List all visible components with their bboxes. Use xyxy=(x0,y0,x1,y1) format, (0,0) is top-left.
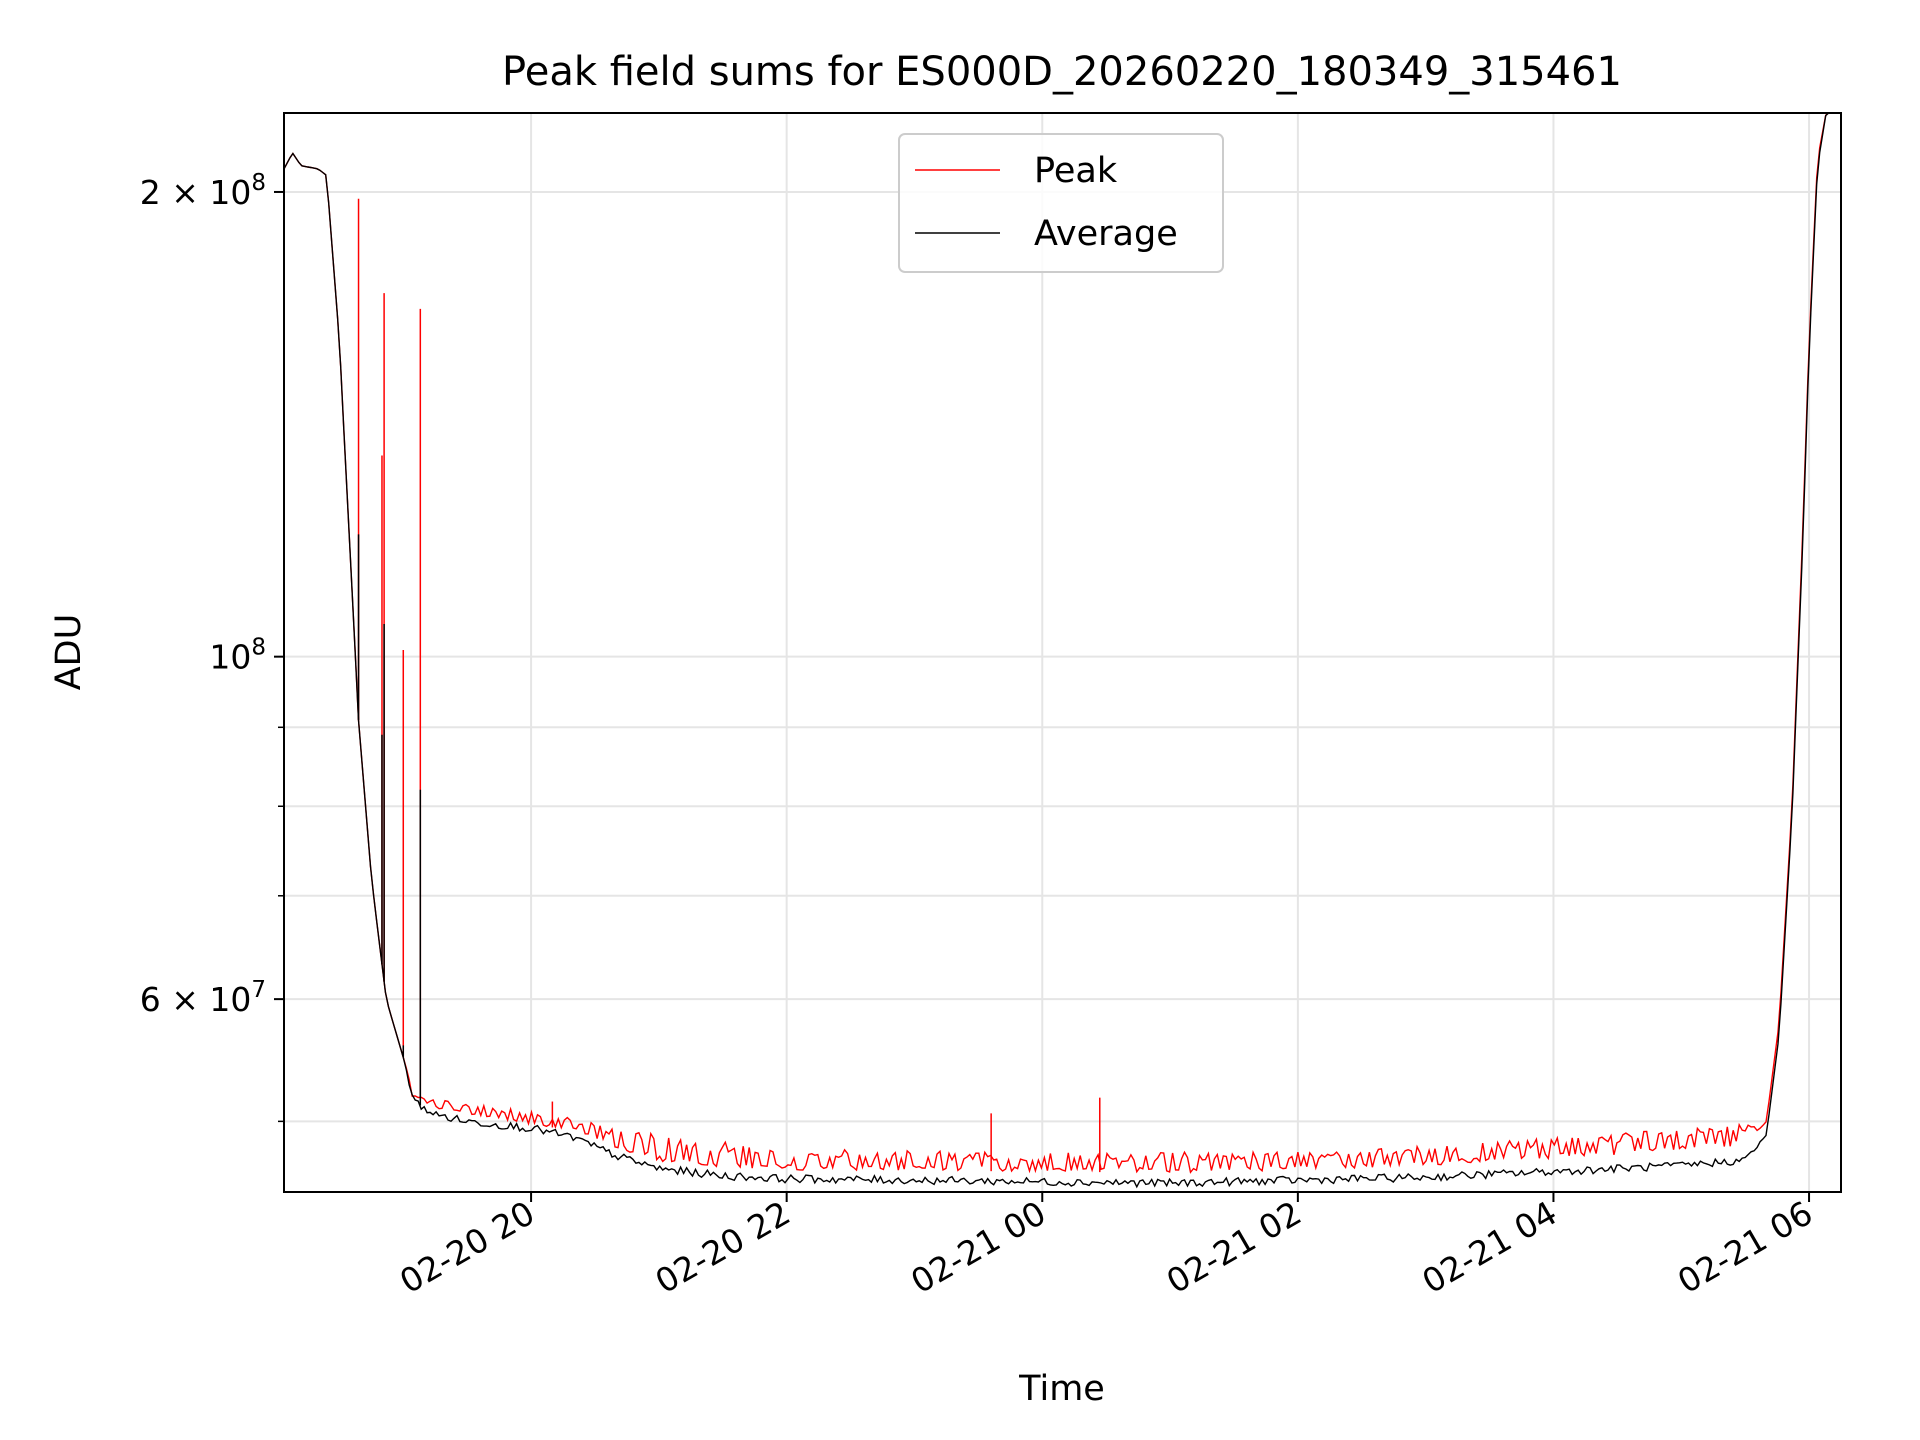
legend-average-label: Average xyxy=(1034,214,1178,254)
grid xyxy=(284,113,1841,1192)
average-series-line xyxy=(283,112,1841,1189)
legend-box xyxy=(898,133,1224,273)
plot-area xyxy=(283,112,1841,1189)
y-tick-label: 108 xyxy=(209,635,266,677)
peak-series-line xyxy=(283,112,1841,1174)
legend-peak-label: Peak xyxy=(1034,151,1118,191)
x-axis-label: Time xyxy=(1018,1369,1105,1409)
y-tick-label: 6 × 107 xyxy=(140,977,266,1019)
chart-title: Peak field sums for ES000D_20260220_1803… xyxy=(502,49,1622,95)
y-tick-label: 2 × 108 xyxy=(140,170,266,212)
plot-frame xyxy=(283,112,1842,1193)
legend: Peak Average xyxy=(898,133,1224,273)
y-axis-label: ADU xyxy=(49,614,89,691)
